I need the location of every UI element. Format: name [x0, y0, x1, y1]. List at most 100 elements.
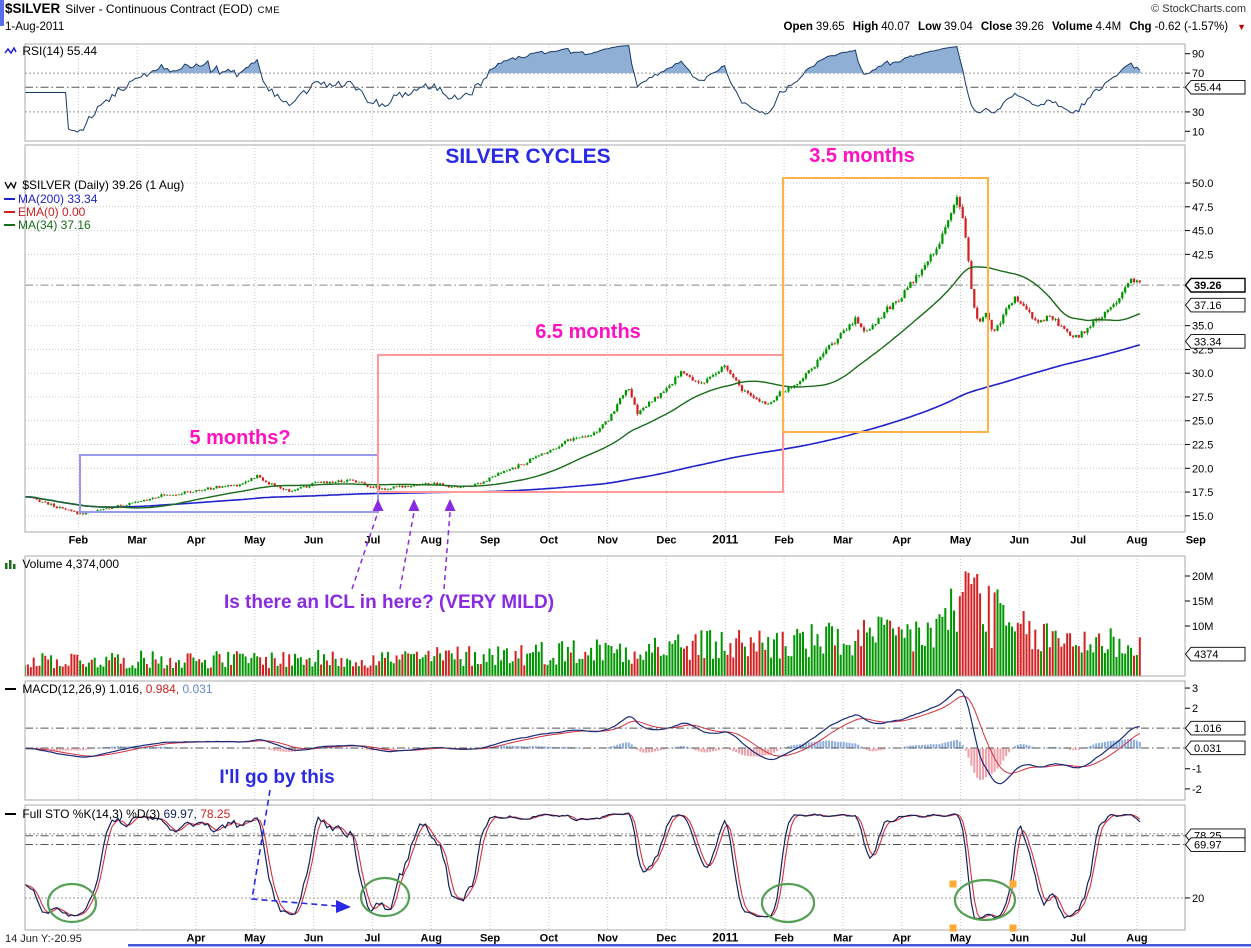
svg-text:Dec: Dec	[656, 535, 676, 547]
svg-text:Apr: Apr	[892, 535, 912, 547]
svg-text:35.0: 35.0	[1192, 321, 1213, 333]
sto-swatch-icon	[5, 813, 16, 815]
copyright: © StockCharts.com	[1151, 3, 1246, 15]
svg-text:Is there an ICL in here? (VERY: Is there an ICL in here? (VERY MILD)	[224, 592, 554, 613]
go-by-arrow-icon	[336, 900, 351, 913]
svg-text:30.0: 30.0	[1192, 368, 1213, 380]
ma34-legend: MA(34) 37.16	[4, 219, 184, 232]
open-field: Open 39.65	[783, 20, 845, 33]
svg-text:70: 70	[1192, 68, 1204, 80]
header-left: $SILVER Silver - Continuous Contract (EOD…	[5, 0, 280, 18]
high-field: High 40.07	[852, 20, 911, 33]
macd-value-2: 0.984,	[145, 682, 180, 696]
svg-text:I'll go by this: I'll go by this	[219, 767, 334, 788]
svg-text:33.34: 33.34	[1194, 336, 1222, 348]
svg-text:Nov: Nov	[597, 933, 619, 945]
svg-text:30: 30	[1192, 107, 1204, 119]
icl-arrow-icon	[372, 499, 384, 511]
svg-text:10M: 10M	[1192, 621, 1213, 633]
svg-text:1.016: 1.016	[1194, 723, 1222, 735]
svg-text:0.031: 0.031	[1194, 743, 1222, 755]
icl-arrow-icon	[444, 499, 456, 511]
svg-text:-2: -2	[1192, 784, 1202, 796]
svg-text:4374: 4374	[1194, 649, 1218, 661]
svg-text:Feb: Feb	[774, 535, 794, 547]
svg-text:Feb: Feb	[69, 535, 89, 547]
svg-text:2011: 2011	[712, 931, 738, 945]
cycle-low-circle	[359, 876, 411, 918]
svg-text:20: 20	[1192, 893, 1204, 905]
svg-text:Jun: Jun	[304, 535, 324, 547]
svg-text:Jun: Jun	[1010, 535, 1030, 547]
svg-text:69.97: 69.97	[1194, 840, 1222, 852]
svg-text:Apr: Apr	[892, 933, 912, 945]
price-legend-label: $SILVER (Daily) 39.26 (1 Aug)	[22, 178, 185, 192]
volume-field: Volume 4.4M	[1051, 20, 1122, 33]
page-bottom-border	[128, 944, 1251, 947]
svg-text:Feb: Feb	[774, 933, 794, 945]
header-bar: $SILVER Silver - Continuous Contract (EOD…	[0, 1, 1251, 17]
sto-value-1: 69.97,	[163, 807, 197, 821]
volume-legend-label: Volume 4,374,000	[22, 557, 120, 571]
svg-text:Sep: Sep	[480, 535, 500, 547]
svg-text:2011: 2011	[712, 533, 738, 547]
macd-swatch-icon	[5, 688, 16, 690]
svg-text:39.26: 39.26	[1194, 280, 1222, 292]
svg-text:Mar: Mar	[127, 535, 147, 547]
volume-bars	[25, 571, 1141, 676]
price-legend: $SILVER (Daily) 39.26 (1 Aug) MA(200) 33…	[4, 179, 184, 232]
svg-text:Sep: Sep	[480, 933, 500, 945]
ma200-legend: MA(200) 33.34	[4, 193, 184, 206]
cycle-marker-square	[1009, 924, 1017, 932]
svg-text:3.5 months: 3.5 months	[809, 145, 915, 167]
svg-text:Apr: Apr	[187, 933, 207, 945]
svg-text:Mar: Mar	[833, 535, 853, 547]
svg-text:May: May	[244, 535, 266, 547]
macd-legend-label: MACD(12,26,9)	[22, 682, 106, 696]
quote-values: Open 39.65 High 40.07 Low 39.04 Close 39.26 …	[784, 21, 1246, 33]
svg-text:Apr: Apr	[187, 535, 207, 547]
ema-swatch-icon	[4, 211, 15, 213]
svg-text:2: 2	[1192, 703, 1198, 715]
quote-date: 1-Aug-2011	[5, 20, 65, 33]
candlesticks	[25, 194, 1141, 516]
price-legend-main: $SILVER (Daily) 39.26 (1 Aug)	[4, 179, 184, 193]
cycle-box-3-5mo	[782, 177, 989, 433]
low-field: Low 39.04	[918, 20, 973, 33]
volume-panel-icon	[4, 558, 17, 572]
volume-legend: Volume 4,374,000	[4, 558, 119, 572]
svg-text:Jul: Jul	[1070, 535, 1086, 547]
svg-text:55.44: 55.44	[1194, 82, 1222, 94]
svg-text:27.5: 27.5	[1192, 392, 1213, 404]
svg-text:20M: 20M	[1192, 571, 1213, 583]
svg-text:May: May	[244, 933, 266, 945]
svg-text:15M: 15M	[1192, 596, 1213, 608]
svg-text:50.0: 50.0	[1192, 178, 1213, 190]
cycle-marker-square	[1009, 880, 1017, 888]
svg-text:Jul: Jul	[364, 933, 380, 945]
page-left-artifact	[0, 0, 4, 26]
svg-text:Aug: Aug	[421, 933, 442, 945]
svg-text:Jul: Jul	[1070, 933, 1086, 945]
svg-text:20.0: 20.0	[1192, 463, 1213, 475]
cycle-marker-square	[949, 880, 957, 888]
annotations: SILVER CYCLES 3.5 months 6.5 months 5 month…	[46, 145, 1017, 932]
chg-down-icon[interactable]: ▼	[1237, 21, 1246, 32]
svg-text:Jun: Jun	[1010, 933, 1030, 945]
svg-text:15.0: 15.0	[1192, 511, 1213, 523]
ma200-swatch-icon	[4, 198, 15, 200]
svg-text:-1: -1	[1192, 764, 1202, 776]
instrument-name: Silver - Continuous Contract (EOD)	[65, 2, 253, 16]
svg-text:37.16: 37.16	[1194, 300, 1222, 312]
svg-text:47.5: 47.5	[1192, 202, 1213, 214]
macd-value-1: 1.016,	[109, 682, 143, 696]
svg-text:Aug: Aug	[1126, 933, 1147, 945]
svg-text:17.5: 17.5	[1192, 487, 1213, 499]
rsi-legend-label: RSI(14) 55.44	[22, 44, 98, 58]
cycle-low-circle	[46, 882, 98, 924]
svg-text:Mar: Mar	[833, 933, 853, 945]
svg-text:42.5: 42.5	[1192, 249, 1213, 261]
svg-text:90: 90	[1192, 49, 1204, 61]
